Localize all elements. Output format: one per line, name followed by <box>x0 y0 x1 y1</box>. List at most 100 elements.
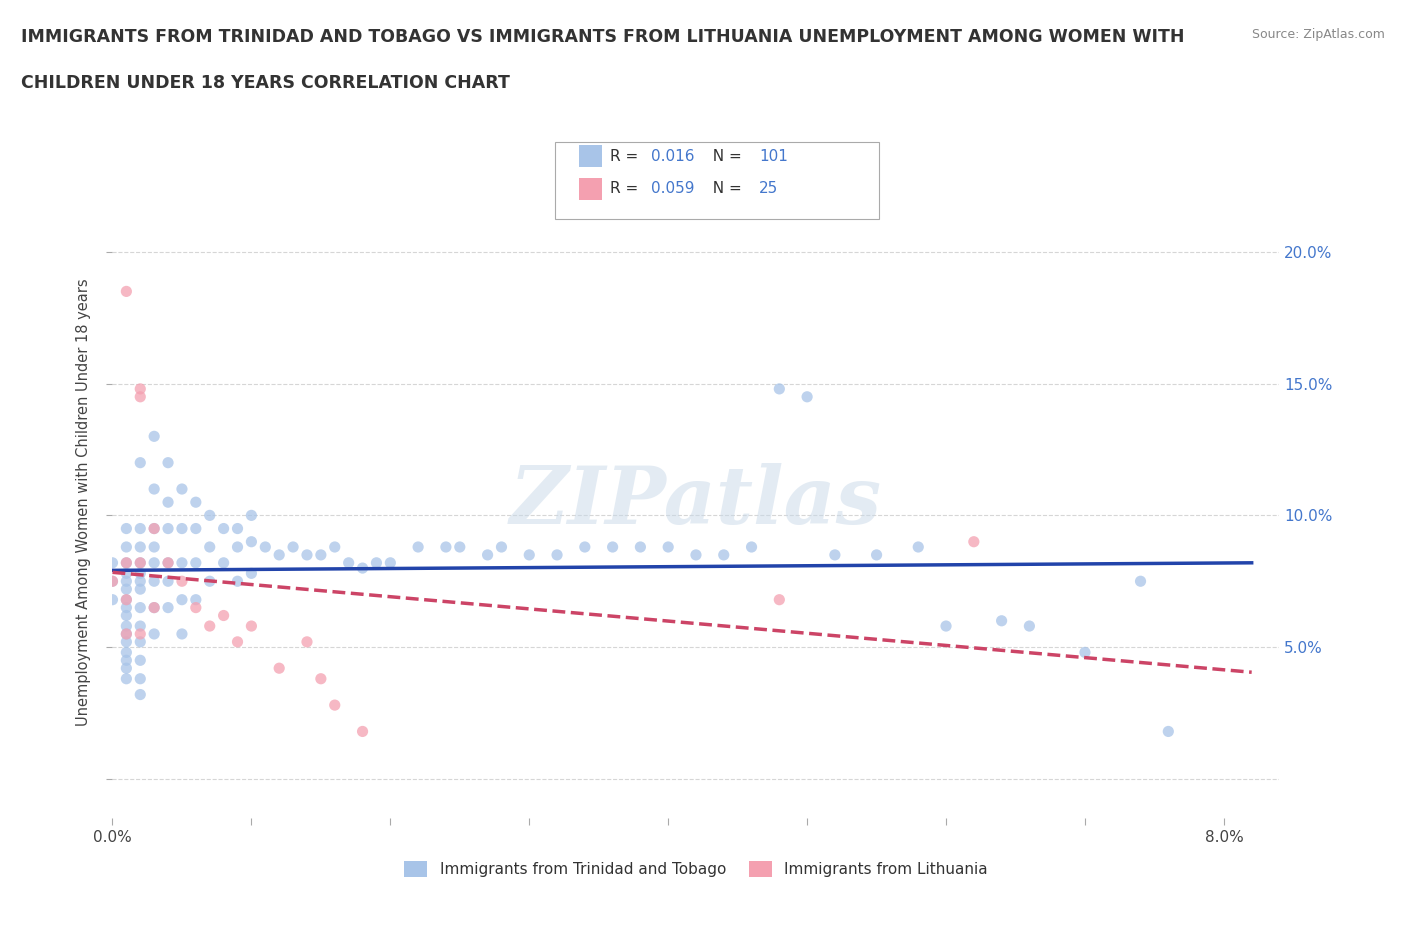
Point <box>157 600 180 615</box>
Text: 0.016: 0.016 <box>651 149 695 164</box>
Text: ZIPatlas: ZIPatlas <box>510 463 882 541</box>
Point <box>129 653 152 668</box>
Point <box>824 548 846 563</box>
Point <box>963 534 986 549</box>
Point <box>184 592 207 607</box>
Point <box>170 592 193 607</box>
Text: R =: R = <box>610 149 644 164</box>
Point <box>796 390 818 405</box>
Point <box>990 614 1012 629</box>
Text: 0.059: 0.059 <box>651 181 695 196</box>
Point <box>1129 574 1152 589</box>
Point <box>143 539 166 554</box>
Point <box>657 539 679 554</box>
Point <box>380 555 402 570</box>
Point <box>115 660 138 675</box>
Point <box>129 687 152 702</box>
Text: N =: N = <box>703 149 747 164</box>
Point <box>226 574 249 589</box>
Point <box>352 561 374 576</box>
Point <box>337 555 360 570</box>
Point <box>1157 724 1180 738</box>
Text: CHILDREN UNDER 18 YEARS CORRELATION CHART: CHILDREN UNDER 18 YEARS CORRELATION CHAR… <box>21 74 510 92</box>
Point <box>768 381 790 396</box>
Point <box>309 671 332 686</box>
Point <box>143 429 166 444</box>
Point <box>115 555 138 570</box>
Text: N =: N = <box>703 181 747 196</box>
Point <box>628 539 651 554</box>
Point <box>240 508 263 523</box>
Point <box>115 565 138 580</box>
Point <box>101 574 124 589</box>
Point <box>434 539 457 554</box>
Point <box>491 539 513 554</box>
Point <box>129 539 152 554</box>
Y-axis label: Unemployment Among Women with Children Under 18 years: Unemployment Among Women with Children U… <box>76 278 91 726</box>
Point <box>366 555 388 570</box>
Point <box>115 627 138 642</box>
Point <box>157 555 180 570</box>
Point <box>115 600 138 615</box>
Point <box>198 508 221 523</box>
Text: IMMIGRANTS FROM TRINIDAD AND TOBAGO VS IMMIGRANTS FROM LITHUANIA UNEMPLOYMENT AM: IMMIGRANTS FROM TRINIDAD AND TOBAGO VS I… <box>21 28 1185 46</box>
Text: Source: ZipAtlas.com: Source: ZipAtlas.com <box>1251 28 1385 41</box>
Point <box>115 555 138 570</box>
Point <box>170 482 193 497</box>
Point <box>212 521 235 536</box>
Point <box>212 608 235 623</box>
Point <box>115 592 138 607</box>
Point <box>157 574 180 589</box>
Point <box>907 539 929 554</box>
Legend: Immigrants from Trinidad and Tobago, Immigrants from Lithuania: Immigrants from Trinidad and Tobago, Imm… <box>398 856 994 884</box>
Point <box>517 548 540 563</box>
Text: 25: 25 <box>759 181 779 196</box>
Point <box>170 555 193 570</box>
Point <box>115 671 138 686</box>
Point <box>574 539 596 554</box>
Point <box>184 555 207 570</box>
Point <box>741 539 763 554</box>
Point <box>546 548 568 563</box>
Point <box>170 521 193 536</box>
Point <box>226 521 249 536</box>
Point <box>143 555 166 570</box>
Point <box>115 284 138 299</box>
Point <box>295 548 318 563</box>
Point <box>129 618 152 633</box>
Point <box>1074 645 1097 660</box>
Point <box>240 618 263 633</box>
Point <box>129 574 152 589</box>
Point <box>212 555 235 570</box>
Point <box>115 645 138 660</box>
Point <box>129 582 152 597</box>
Point <box>129 390 152 405</box>
Point <box>157 521 180 536</box>
Point <box>129 600 152 615</box>
Point <box>170 574 193 589</box>
Point <box>129 381 152 396</box>
Point <box>129 565 152 580</box>
Point <box>115 521 138 536</box>
Point <box>115 592 138 607</box>
Point <box>143 574 166 589</box>
Point <box>101 592 124 607</box>
Point <box>115 582 138 597</box>
Point <box>184 495 207 510</box>
Point <box>281 539 304 554</box>
Point <box>198 539 221 554</box>
Point <box>115 653 138 668</box>
Point <box>129 671 152 686</box>
Point <box>143 482 166 497</box>
Point <box>157 495 180 510</box>
Point <box>184 521 207 536</box>
Point <box>1018 618 1040 633</box>
Point <box>685 548 707 563</box>
Point <box>269 660 291 675</box>
Point <box>406 539 429 554</box>
Point <box>269 548 291 563</box>
Point <box>198 574 221 589</box>
Point <box>101 574 124 589</box>
Point <box>129 634 152 649</box>
Point <box>184 600 207 615</box>
